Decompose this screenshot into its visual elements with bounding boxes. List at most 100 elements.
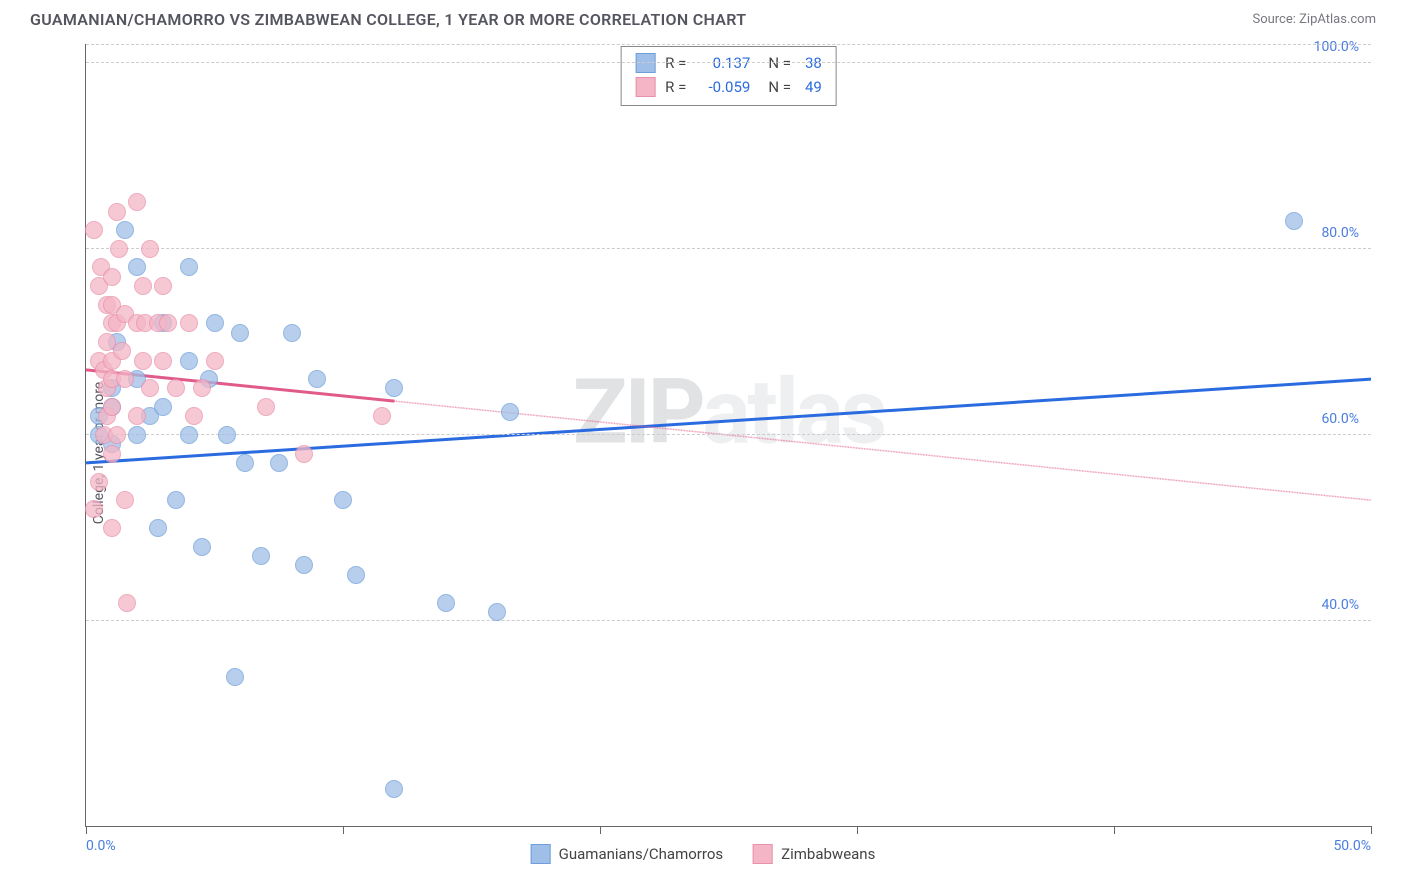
data-point — [128, 407, 146, 425]
data-point — [226, 668, 244, 686]
y-tick-label: 80.0% — [1321, 225, 1359, 241]
data-point — [141, 240, 159, 258]
data-point — [141, 379, 159, 397]
data-point — [116, 491, 134, 509]
n-label: N = — [768, 51, 791, 75]
x-tick-mark — [1371, 826, 1372, 834]
n-label: N = — [768, 75, 791, 99]
data-point — [90, 473, 108, 491]
chart-area: College, 1 year or more ZIPatlas R =0.13… — [30, 44, 1376, 862]
data-point — [110, 240, 128, 258]
data-point — [180, 352, 198, 370]
data-point — [252, 547, 270, 565]
data-point — [128, 258, 146, 276]
n-value: 38 — [805, 51, 822, 75]
r-value: 0.137 — [696, 51, 750, 75]
watermark: ZIPatlas — [573, 359, 884, 464]
data-point — [373, 407, 391, 425]
data-point — [118, 594, 136, 612]
data-point — [193, 379, 211, 397]
data-point — [108, 426, 126, 444]
data-point — [295, 556, 313, 574]
data-point — [185, 407, 203, 425]
data-point — [193, 538, 211, 556]
legend-swatch — [531, 844, 551, 864]
y-tick-label: 60.0% — [1321, 411, 1359, 427]
data-point — [116, 221, 134, 239]
data-point — [1285, 212, 1303, 230]
x-tick-mark — [857, 826, 858, 834]
data-point — [167, 491, 185, 509]
data-point — [167, 379, 185, 397]
data-point — [501, 403, 519, 421]
data-point — [108, 203, 126, 221]
gridline — [86, 434, 1371, 435]
legend-swatch — [635, 53, 655, 73]
data-point — [206, 352, 224, 370]
data-point — [180, 314, 198, 332]
data-point — [270, 454, 288, 472]
legend-label: Zimbabweans — [781, 845, 875, 863]
data-point — [308, 370, 326, 388]
n-value: 49 — [805, 75, 822, 99]
data-point — [283, 324, 301, 342]
data-point — [236, 454, 254, 472]
legend-swatch — [753, 844, 773, 864]
legend-swatch — [635, 77, 655, 97]
gridline — [86, 620, 1371, 621]
x-tick-mark — [600, 826, 601, 834]
data-point — [85, 500, 103, 518]
data-point — [103, 445, 121, 463]
data-point — [180, 426, 198, 444]
data-point — [385, 780, 403, 798]
r-label: R = — [665, 75, 686, 99]
x-tick-mark — [1114, 826, 1115, 834]
data-point — [437, 594, 455, 612]
y-tick-label: 100.0% — [1314, 39, 1359, 55]
data-point — [334, 491, 352, 509]
data-point — [116, 370, 134, 388]
data-point — [128, 426, 146, 444]
data-point — [154, 398, 172, 416]
correlation-stats-box: R = 0.137 N = 38 R = -0.059 N = 49 — [620, 46, 837, 106]
data-point — [149, 519, 167, 537]
data-point — [134, 277, 152, 295]
gridline — [86, 248, 1371, 249]
data-point — [103, 268, 121, 286]
x-tick-label: 50.0% — [1333, 838, 1371, 854]
data-point — [154, 352, 172, 370]
data-point — [218, 426, 236, 444]
stats-row: R = -0.059 N = 49 — [635, 75, 822, 99]
data-point — [154, 277, 172, 295]
r-label: R = — [665, 51, 686, 75]
legend-item: Guamanians/Chamorros — [531, 844, 723, 864]
stats-row: R = 0.137 N = 38 — [635, 51, 822, 75]
x-tick-label: 0.0% — [86, 838, 116, 854]
plot-region: ZIPatlas R = 0.137 N = 38 R = -0.059 N = 49 40.… — [85, 44, 1371, 827]
regression-lines — [86, 44, 1371, 826]
data-point — [295, 445, 313, 463]
y-tick-label: 40.0% — [1321, 597, 1359, 613]
data-point — [347, 566, 365, 584]
gridline — [86, 62, 1371, 63]
chart-header: GUAMANIAN/CHAMORRO VS ZIMBABWEAN COLLEGE… — [0, 0, 1406, 35]
r-value: -0.059 — [696, 75, 750, 99]
data-point — [85, 221, 103, 239]
data-point — [159, 314, 177, 332]
data-point — [257, 398, 275, 416]
data-point — [180, 258, 198, 276]
chart-title: GUAMANIAN/CHAMORRO VS ZIMBABWEAN COLLEGE… — [30, 10, 746, 29]
gridline — [86, 44, 1371, 45]
data-point — [113, 342, 131, 360]
x-tick-mark — [86, 826, 87, 834]
data-point — [103, 519, 121, 537]
chart-source: Source: ZipAtlas.com — [1252, 12, 1376, 27]
legend-item: Zimbabweans — [753, 844, 875, 864]
data-point — [206, 314, 224, 332]
data-point — [385, 379, 403, 397]
data-point — [134, 352, 152, 370]
legend-label: Guamanians/Chamorros — [559, 845, 723, 863]
x-tick-mark — [343, 826, 344, 834]
data-point — [488, 603, 506, 621]
data-point — [103, 398, 121, 416]
